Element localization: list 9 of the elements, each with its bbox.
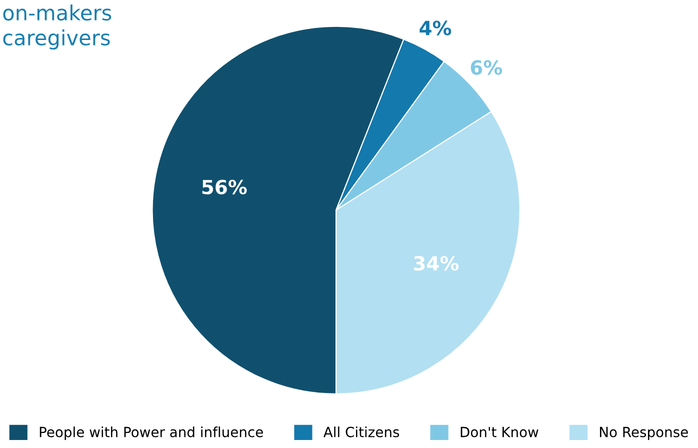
legend-label: All Citizens: [323, 426, 400, 438]
legend-label: No Response: [600, 426, 688, 440]
data-label: 56%: [202, 180, 247, 194]
chart-title: on-makers caregivers: [3, 4, 112, 50]
data-label: 6%: [470, 60, 502, 75]
data-label: 4%: [420, 20, 452, 36]
legend-label: People with Power and influence: [40, 426, 263, 440]
data-label: 34%: [414, 256, 459, 271]
legend-label: Don't Know: [460, 426, 538, 438]
